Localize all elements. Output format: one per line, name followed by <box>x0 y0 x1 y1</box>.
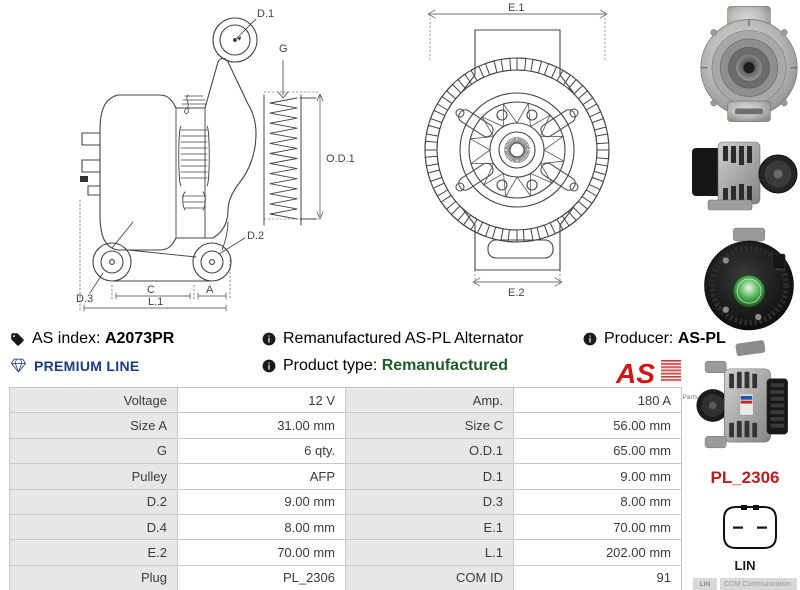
svg-text:D.3: D.3 <box>76 293 93 305</box>
svg-text:L.1: L.1 <box>148 296 163 308</box>
svg-text:D.2: D.2 <box>247 230 264 242</box>
svg-text:D.1: D.1 <box>257 8 274 20</box>
svg-text:G: G <box>279 43 288 55</box>
svg-text:AS: AS <box>615 358 655 389</box>
svg-text:C: C <box>147 284 155 296</box>
svg-text:E.2: E.2 <box>508 287 525 299</box>
svg-text:E.1: E.1 <box>508 2 525 14</box>
svg-text:O.D.1: O.D.1 <box>326 153 355 165</box>
svg-text:A: A <box>206 284 214 296</box>
